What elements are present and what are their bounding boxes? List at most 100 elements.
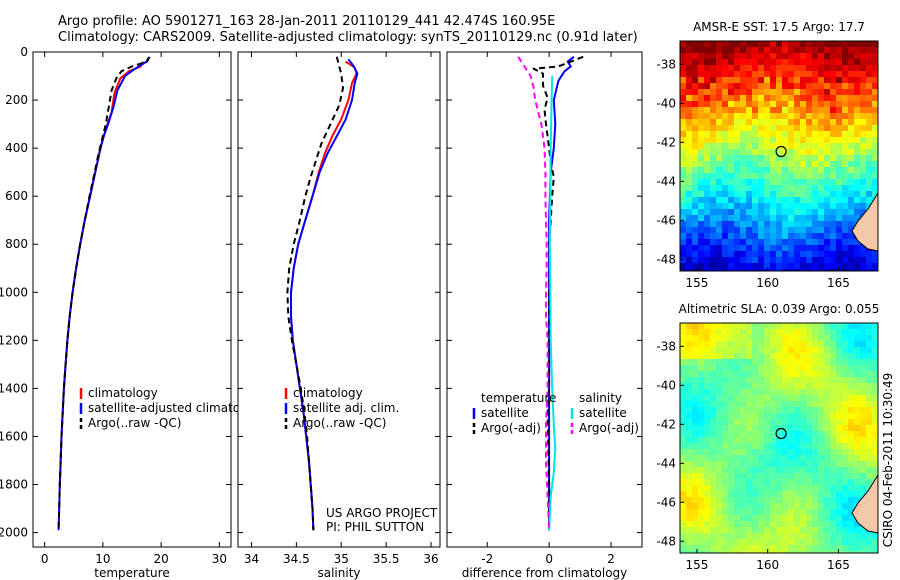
- altimetric-sla-map-cell: [830, 449, 837, 456]
- amsr-sst-map-cell: [788, 41, 795, 48]
- altimetric-sla-map-cell: [716, 485, 723, 492]
- amsr-sst-map-cell: [830, 53, 837, 60]
- amsr-sst-map-cell: [860, 269, 867, 272]
- amsr-sst-map-cell: [830, 263, 837, 270]
- altimetric-sla-map-cell: [800, 539, 807, 546]
- altimetric-sla-map-cell: [734, 449, 741, 456]
- altimetric-sla-map-cell: [830, 497, 837, 504]
- amsr-sst-map-cell: [686, 251, 693, 258]
- altimetric-sla-map-cell: [836, 383, 843, 390]
- altimetric-sla-map-cell: [818, 479, 825, 486]
- amsr-sst-map-cell: [728, 167, 735, 174]
- amsr-sst-map-cell: [728, 179, 735, 186]
- altimetric-sla-map-cell: [764, 539, 771, 546]
- altimetric-sla-map-cell: [860, 359, 867, 366]
- altimetric-sla-map-cell: [800, 515, 807, 522]
- amsr-sst-map-cell: [830, 215, 837, 222]
- amsr-sst-map-cell: [836, 167, 843, 174]
- amsr-sst-map-cell: [746, 257, 753, 264]
- amsr-sst-map-cell: [842, 47, 849, 54]
- amsr-sst-map-cell: [686, 191, 693, 198]
- amsr-sst-map-cell: [788, 167, 795, 174]
- amsr-sst-map-cell: [824, 257, 831, 264]
- amsr-sst-map-cell: [764, 65, 771, 72]
- altimetric-sla-map-cell: [854, 335, 861, 342]
- altimetric-sla-map-cell: [836, 323, 843, 330]
- amsr-sst-map-cell: [728, 107, 735, 114]
- altimetric-sla-map-cell: [740, 407, 747, 414]
- amsr-sst-map-cell: [788, 53, 795, 60]
- altimetric-sla-map-cell: [752, 545, 759, 552]
- altimetric-sla-map-cell: [818, 461, 825, 468]
- amsr-sst-map-cell: [752, 95, 759, 102]
- amsr-sst-map-cell: [872, 119, 879, 126]
- altimetric-sla-map-cell: [704, 497, 711, 504]
- amsr-sst-map-cell: [848, 113, 855, 120]
- amsr-sst-map-cell: [854, 95, 861, 102]
- amsr-sst-map-cell: [704, 245, 711, 252]
- altimetric-sla-map-cell: [776, 419, 783, 426]
- altimetric-sla-map-cell: [830, 377, 837, 384]
- amsr-sst-map-cell: [806, 233, 813, 240]
- altimetric-sla-map-cell: [872, 533, 879, 540]
- amsr-sst-map-cell: [800, 239, 807, 246]
- altimetric-sla-map-cell: [770, 527, 777, 534]
- altimetric-sla-map-cell: [848, 497, 855, 504]
- altimetric-sla-map-cell: [686, 521, 693, 528]
- altimetric-sla-map-cell: [800, 491, 807, 498]
- amsr-sst-map-cell: [782, 209, 789, 216]
- amsr-sst-map-cell: [788, 209, 795, 216]
- amsr-sst-map-cell: [842, 209, 849, 216]
- amsr-sst-map-xtick-label: 155: [686, 276, 709, 290]
- amsr-sst-map-cell: [848, 197, 855, 204]
- amsr-sst-map-cell: [746, 161, 753, 168]
- altimetric-sla-map-cell: [842, 359, 849, 366]
- altimetric-sla-map-cell: [788, 467, 795, 474]
- altimetric-sla-map-cell: [806, 527, 813, 534]
- amsr-sst-map-cell: [764, 221, 771, 228]
- amsr-sst-map-cell: [824, 149, 831, 156]
- altimetric-sla-map-cell: [794, 509, 801, 516]
- amsr-sst-map-cell: [740, 173, 747, 180]
- amsr-sst-map-cell: [824, 83, 831, 90]
- altimetric-sla-map-cell: [722, 437, 729, 444]
- amsr-sst-map-cell: [794, 95, 801, 102]
- altimetric-sla-map-cell: [686, 491, 693, 498]
- altimetric-sla-map-cell: [770, 533, 777, 540]
- amsr-sst-map-cell: [728, 197, 735, 204]
- amsr-sst-map-cell: [710, 227, 717, 234]
- amsr-sst-map-cell: [680, 95, 687, 102]
- amsr-sst-map-cell: [830, 131, 837, 138]
- amsr-sst-map-cell: [770, 95, 777, 102]
- altimetric-sla-map-cell: [716, 509, 723, 516]
- altimetric-sla-map-cell: [722, 527, 729, 534]
- amsr-sst-map-cell: [764, 251, 771, 258]
- amsr-sst-map-cell: [806, 101, 813, 108]
- amsr-sst-map-cell: [854, 167, 861, 174]
- amsr-sst-map-cell: [854, 53, 861, 60]
- amsr-sst-map-cell: [800, 143, 807, 150]
- altimetric-sla-map-cell: [848, 473, 855, 480]
- altimetric-sla-map-cell: [800, 497, 807, 504]
- amsr-sst-map-cell: [728, 89, 735, 96]
- altimetric-sla-map-cell: [758, 527, 765, 534]
- altimetric-sla-map-cell: [770, 467, 777, 474]
- altimetric-sla-map-cell: [704, 527, 711, 534]
- altimetric-sla-map-cell: [782, 479, 789, 486]
- altimetric-sla-map-cell: [866, 407, 873, 414]
- altimetric-sla-map-cell: [680, 521, 687, 528]
- amsr-sst-map-cell: [800, 59, 807, 66]
- altimetric-sla-map-cell: [860, 431, 867, 438]
- temperature-legend-label: Argo(..raw -QC): [88, 416, 181, 430]
- amsr-sst-map-cell: [836, 53, 843, 60]
- amsr-sst-map-cell: [854, 77, 861, 84]
- amsr-sst-map-cell: [812, 137, 819, 144]
- salinity-panel: 34 34.5 35 35.5 36salinityclimatologysatelli…: [237, 51, 441, 580]
- amsr-sst-map-cell: [872, 191, 879, 198]
- altimetric-sla-map-cell: [692, 377, 699, 384]
- amsr-sst-map-cell: [794, 101, 801, 108]
- amsr-sst-map-cell: [710, 143, 717, 150]
- altimetric-sla-map-cell: [740, 491, 747, 498]
- amsr-sst-map-cell: [854, 125, 861, 132]
- amsr-sst-map-cell: [872, 71, 879, 78]
